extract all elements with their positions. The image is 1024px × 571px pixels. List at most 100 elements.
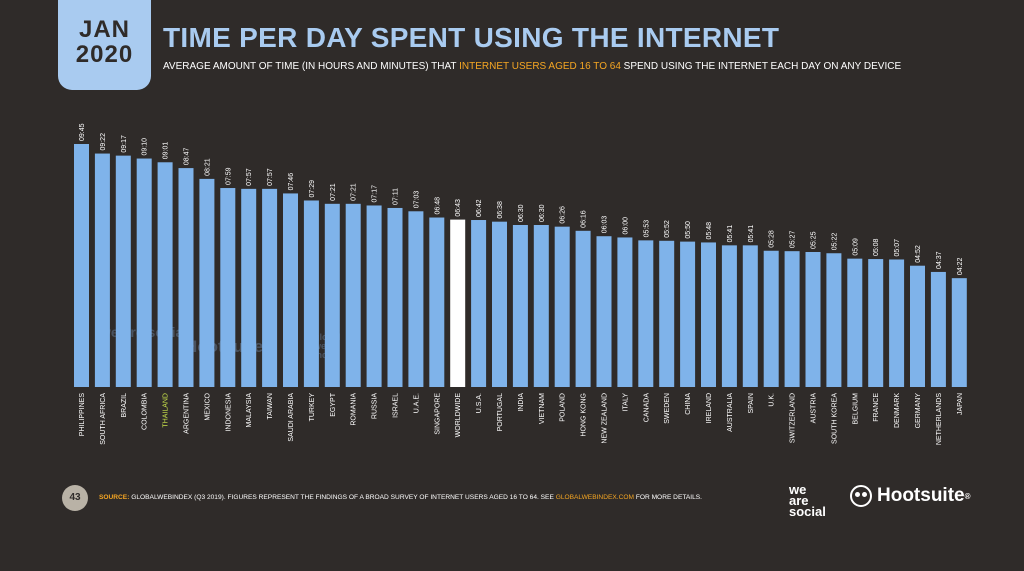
bar-u-k- xyxy=(763,250,779,387)
bar-spain xyxy=(742,245,758,387)
category-label: TAIWAN xyxy=(267,393,274,419)
category-label: BRAZIL xyxy=(121,393,128,418)
category-label: TURKEY xyxy=(309,393,316,422)
logo-are: are xyxy=(789,493,809,508)
category-label: SINGAPORE xyxy=(434,393,441,435)
data-label: 09:22 xyxy=(100,133,107,151)
bar-u-s-a- xyxy=(471,220,487,387)
logo-social: social xyxy=(789,504,826,519)
data-label: 07:46 xyxy=(288,173,295,191)
data-label: 06:30 xyxy=(518,204,525,222)
bar-indonesia xyxy=(220,188,236,387)
bar-vietnam xyxy=(533,225,549,387)
category-label: MEXICO xyxy=(204,392,211,420)
category-label: ISRAEL xyxy=(393,393,400,418)
bar-india xyxy=(512,225,528,387)
category-label: INDIA xyxy=(518,393,525,412)
bar-israel xyxy=(387,207,403,387)
data-label: 06:16 xyxy=(581,210,588,228)
data-label: 07:21 xyxy=(351,183,358,201)
data-label: 06:00 xyxy=(622,217,629,235)
bar-japan xyxy=(951,278,967,387)
page-number: 43 xyxy=(62,485,88,511)
data-label: 07:21 xyxy=(330,183,337,201)
data-label: 09:45 xyxy=(79,123,86,141)
bar-singapore xyxy=(429,217,445,387)
bar-egypt xyxy=(324,203,340,387)
category-label: MALAYSIA xyxy=(246,393,253,428)
data-label: 04:37 xyxy=(936,251,943,269)
category-label: U.S.A. xyxy=(476,393,483,413)
data-label: 06:26 xyxy=(560,206,567,224)
category-label: EGYPT xyxy=(330,392,337,416)
bar-switzerland xyxy=(784,251,800,387)
category-label: HONG KONG xyxy=(581,393,588,437)
category-label: PORTUGAL xyxy=(497,393,504,431)
data-label: 08:47 xyxy=(184,147,191,165)
data-label: 07:29 xyxy=(309,180,316,198)
bar-mexico xyxy=(199,178,215,387)
badge-month: JAN xyxy=(78,16,130,43)
data-label: 05:48 xyxy=(706,222,713,240)
data-label: 05:28 xyxy=(769,230,776,248)
logo-hootsuite: Hootsuite xyxy=(877,485,965,506)
category-label: GERMANY xyxy=(915,393,922,429)
category-label: RUSSIA xyxy=(372,393,379,419)
bar-new-zealand xyxy=(596,236,612,387)
category-label: FRANCE xyxy=(873,393,880,422)
bar-argentina xyxy=(178,168,194,387)
date-badge: JAN 2020 xyxy=(58,0,151,90)
category-label: IRELAND xyxy=(706,393,713,423)
category-label: JAPAN xyxy=(957,393,964,415)
bar-taiwan xyxy=(262,188,278,387)
category-label: NEW ZEALAND xyxy=(602,393,609,444)
source-text: GLOBALWEBINDEX (Q3 2019). FIGURES REPRES… xyxy=(129,494,556,501)
category-label: NETHERLANDS xyxy=(936,393,943,445)
bar-belgium xyxy=(847,258,863,387)
bar-australia xyxy=(721,245,737,387)
data-label: 05:52 xyxy=(664,220,671,238)
badge-year: 2020 xyxy=(75,41,134,68)
category-label: ITALY xyxy=(622,393,629,412)
category-label: U.K. xyxy=(769,393,776,407)
category-label: INDONESIA xyxy=(225,393,232,432)
bar-south-africa xyxy=(94,153,110,387)
data-label: 06:30 xyxy=(539,204,546,222)
data-label: 05:22 xyxy=(831,233,838,251)
source-note: SOURCE: GLOBALWEBINDEX (Q3 2019). FIGURE… xyxy=(99,494,702,501)
category-label: POLAND xyxy=(560,393,567,422)
data-label: 06:03 xyxy=(602,216,609,234)
data-label: 09:17 xyxy=(121,135,128,153)
owl-icon xyxy=(850,485,872,507)
bar-thailand xyxy=(157,162,173,387)
data-label: 05:08 xyxy=(873,238,880,256)
category-label: CHINA xyxy=(685,393,692,415)
subtitle-post: SPEND USING THE INTERNET EACH DAY ON ANY… xyxy=(620,61,902,72)
data-label: 05:41 xyxy=(748,225,755,243)
data-label: 07:59 xyxy=(225,167,232,185)
data-label: 04:22 xyxy=(957,258,964,276)
data-label: 05:27 xyxy=(790,231,797,249)
data-label: 09:10 xyxy=(142,138,149,156)
data-label: 06:43 xyxy=(455,199,462,217)
category-label: SOUTH KOREA xyxy=(831,393,838,444)
source-link[interactable]: GLOBALWEBINDEX.COM xyxy=(555,494,634,501)
category-label: ROMANIA xyxy=(351,393,358,426)
logo-we: we xyxy=(789,482,807,497)
subtitle-pre: AVERAGE AMOUNT OF TIME (IN HOURS AND MIN… xyxy=(163,61,460,72)
bar-netherlands xyxy=(930,271,946,387)
source-label: SOURCE: xyxy=(99,494,130,501)
source-tail: FOR MORE DETAILS. xyxy=(633,494,703,501)
data-label: 06:48 xyxy=(434,197,441,215)
category-label: AUSTRALIA xyxy=(727,393,734,432)
we-are-social-logo: we are social xyxy=(789,482,826,519)
category-label: SOUTH AFRICA xyxy=(100,393,107,445)
bar-france xyxy=(868,259,884,387)
category-label: SAUDI ARABIA xyxy=(288,393,295,442)
data-label: 05:50 xyxy=(685,221,692,239)
bar-colombia xyxy=(136,158,152,387)
category-label: WORLDWIDE xyxy=(455,393,462,438)
category-label: U.A.E. xyxy=(413,393,420,413)
data-label: 05:09 xyxy=(852,238,859,256)
